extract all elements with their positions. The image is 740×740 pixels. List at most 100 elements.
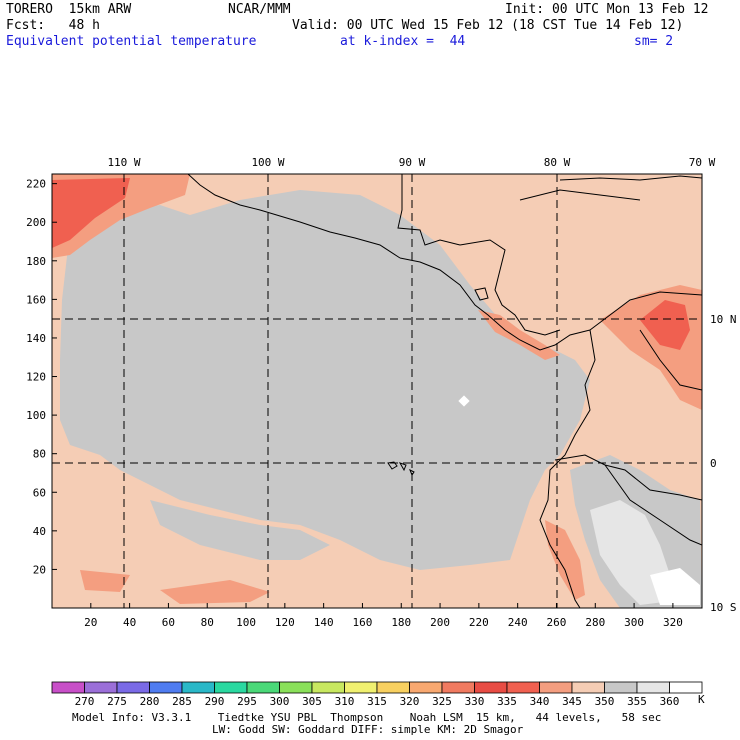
colorbar-level-label: 350 [595,695,615,708]
colorbar-level-label: 335 [497,695,517,708]
lat-label-10s: 10 S [710,601,737,614]
colorbar-swatch [409,681,443,694]
colorbar-swatch [474,681,508,694]
colorbar-swatch [311,681,345,694]
colorbar-swatch [246,681,280,694]
peru-brazil-border [604,464,702,546]
colorbar-level-label: 345 [562,695,582,708]
country-border-ne [639,329,702,391]
x-tick-label: 100 [236,616,256,629]
x-tick-label: 220 [469,616,489,629]
colorbar-level-label: 340 [530,695,550,708]
y-tick-label: 60 [33,486,46,499]
lat-label-10n: 10 N [710,313,737,326]
hot-region-peru-coast [545,520,585,600]
cuba-outline [519,189,641,201]
lon-label-80w: 80 W [544,156,571,169]
valid-time: Valid: 00 UTC Wed 15 Feb 12 (18 CST Tue … [292,18,684,33]
colorbar-level-label: 300 [270,695,290,708]
caribbean-islands [559,175,702,181]
yucatan-coast [397,174,461,246]
colorbar-level-label: 330 [465,695,485,708]
colorbar-swatch [571,681,605,694]
colorbar-swatch [116,681,150,694]
colorbar-swatch [376,681,410,694]
colorbar: 270 275 280 285 290 295 300 305 310 315 320 325 330 3… [51,681,703,708]
x-tick-label: 240 [508,616,528,629]
x-tick-label: 20 [84,616,97,629]
south-america-north-coast [589,291,702,331]
hot-region-south [160,580,270,604]
y-axis: 220 200 180 160 140 120 100 80 60 40 20 [26,178,57,576]
lon-label-100w: 100 W [251,156,284,169]
mexico-coast [187,174,401,259]
x-tick-label: 120 [275,616,295,629]
y-tick-label: 40 [33,525,46,538]
model-info-line2: LW: Godd SW: Goddard DIFF: simple KM: 2D… [212,723,524,736]
colorbar-level-label: 295 [237,695,257,708]
y-tick-label: 180 [26,255,46,268]
level-label: at k-index = 44 [340,34,466,49]
y-tick-label: 140 [26,332,46,345]
hot-core-northwest [52,178,130,248]
field-shading [52,174,702,608]
y-tick-label: 200 [26,216,46,229]
grey-region-main [60,190,590,570]
x-tick-label: 60 [162,616,175,629]
colorbar-swatch [636,681,670,694]
x-tick-label: 280 [585,616,605,629]
x-tick-label: 40 [123,616,136,629]
colorbar-level-label: 270 [75,695,95,708]
colorbar-swatch [214,681,248,694]
hot-region-central-america [478,310,560,360]
galapagos [387,461,415,477]
colorbar-swatch [539,681,573,694]
colorbar-level-label: 325 [432,695,452,708]
x-tick-label: 320 [663,616,683,629]
coastlines [187,174,702,608]
x-tick-label: 200 [430,616,450,629]
colorbar-level-label: 275 [107,695,127,708]
lon-label-110w: 110 W [107,156,140,169]
colorbar-swatch [279,681,313,694]
central-america-caribbean-coast [459,239,561,336]
hot-region-southwest [80,570,130,592]
white-region-andes [650,568,700,605]
white-spot [458,395,470,407]
lon-label-70w: 70 W [689,156,716,169]
lake-nicaragua [474,287,489,301]
x-tick-label: 80 [201,616,214,629]
y-tick-label: 80 [33,448,46,461]
forecast-hour: Fcst: 48 h [6,18,100,33]
y-tick-label: 220 [26,178,46,191]
model-name: TORERO 15km ARW [6,2,132,17]
smoothing-label: sm= 2 [634,34,674,49]
colorbar-level-label: 305 [302,695,322,708]
andes-border [554,454,702,501]
lat-label-0: 0 [710,457,717,470]
colorbar-swatch [441,681,475,694]
y-tick-label: 160 [26,293,46,306]
colorbar-swatch [149,681,183,694]
hot-core-northeast [640,300,690,350]
colorbar-level-label: 320 [400,695,420,708]
colorbar-swatch [506,681,540,694]
center-name: NCAR/MMM [228,2,291,17]
x-tick-label: 260 [547,616,567,629]
x-tick-label: 160 [353,616,373,629]
south-america-west-coast [539,329,596,608]
colorbar-level-label: 290 [205,695,225,708]
colorbar-unit: K [698,693,705,706]
graticule [52,174,702,608]
x-tick-label: 140 [314,616,334,629]
colorbar-level-label: 360 [660,695,680,708]
field-name: Equivalent potential temperature [6,34,257,49]
x-tick-label: 180 [391,616,411,629]
colorbar-swatch [181,681,215,694]
colorbar-swatch [84,681,118,694]
plot-frame [51,173,703,609]
model-info-line1: Model Info: V3.3.1 Tiedtke YSU PBL Thomp… [72,711,662,724]
colorbar-level-label: 315 [367,695,387,708]
colorbar-swatch [604,681,638,694]
